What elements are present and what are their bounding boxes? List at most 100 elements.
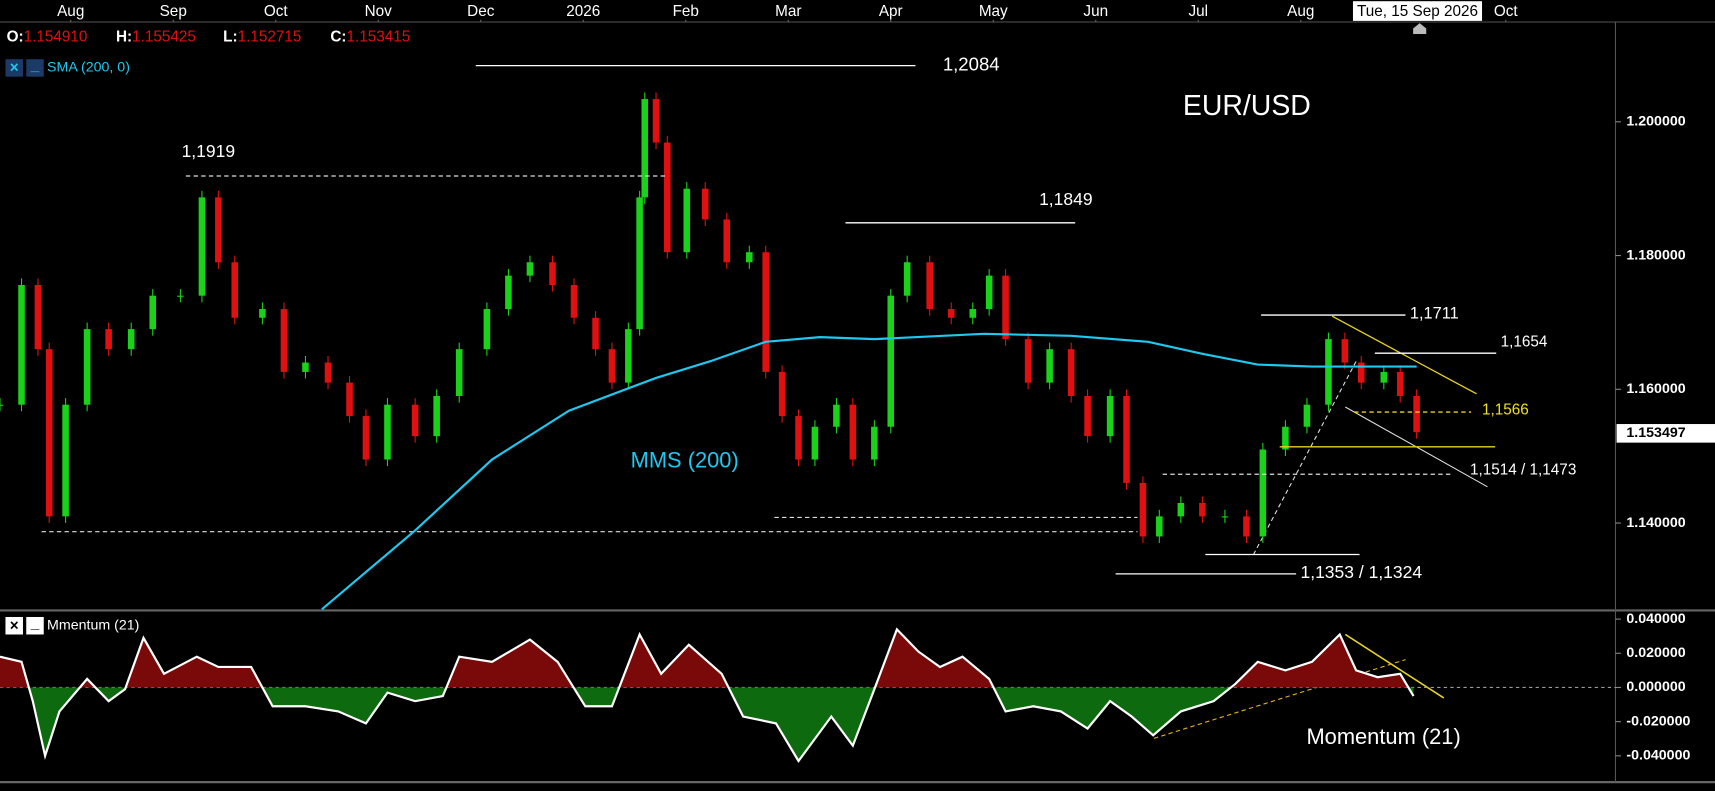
momentum-label: Momentum (21) xyxy=(1306,724,1460,749)
candle xyxy=(18,284,25,405)
candle xyxy=(149,295,157,330)
momentum-area-positive xyxy=(0,629,1414,688)
candle xyxy=(1002,275,1009,340)
candle xyxy=(652,99,660,143)
close-icon: × xyxy=(10,617,19,634)
candle xyxy=(947,309,955,318)
candle xyxy=(985,275,993,310)
momentum-trend-line xyxy=(1153,659,1406,739)
ohlc-item: H:1.155425 xyxy=(116,28,196,45)
candle xyxy=(433,395,440,437)
candle xyxy=(105,329,112,350)
candle xyxy=(641,99,649,198)
candle xyxy=(746,252,753,263)
crosshair-box xyxy=(1352,1,1483,21)
legend-entry: Mmentum (21) xyxy=(47,617,139,633)
y-tick-label: 1.160000 xyxy=(1626,381,1685,397)
level-label: 1,2084 xyxy=(943,54,1000,75)
candle xyxy=(570,284,578,318)
candle xyxy=(1357,362,1365,383)
trend-line xyxy=(1252,360,1357,555)
level-label: 1,1919 xyxy=(182,141,236,161)
x-tick-label: Jul xyxy=(1188,3,1208,20)
candle xyxy=(127,329,135,350)
candle xyxy=(411,404,419,437)
ohlc-item: O:1.154910 xyxy=(7,28,88,45)
x-tick-label: May xyxy=(979,3,1008,20)
candle xyxy=(526,262,534,276)
x-tick-label: Oct xyxy=(264,3,289,20)
candle xyxy=(1199,502,1206,517)
candle xyxy=(1024,339,1032,383)
ohlc-value: 1.154910 xyxy=(24,28,88,45)
candle xyxy=(549,262,556,285)
x-tick-label: Nov xyxy=(365,3,393,20)
close-button[interactable] xyxy=(5,59,23,77)
minimize-icon: _ xyxy=(30,615,40,632)
level-label: 1,1849 xyxy=(1039,189,1093,209)
y-tick-label: 1.200000 xyxy=(1626,114,1685,130)
minimize-icon: _ xyxy=(30,57,40,74)
x-tick-label: Jun xyxy=(1083,3,1108,20)
ohlc-name: L: xyxy=(223,28,237,45)
candle xyxy=(455,349,463,396)
candle xyxy=(871,426,878,460)
candle xyxy=(259,309,266,318)
candle xyxy=(1341,339,1349,363)
candle xyxy=(762,252,769,372)
candle xyxy=(1106,395,1114,437)
candle xyxy=(1380,371,1388,383)
y-tick-label: 0.000000 xyxy=(1626,679,1685,695)
level-label: 1,1711 xyxy=(1410,304,1459,322)
candle xyxy=(177,295,184,297)
crosshair-marker xyxy=(1413,23,1427,35)
level-label: 1,1514 / 1,1473 xyxy=(1470,461,1576,478)
x-tick-label: Oct xyxy=(1494,3,1519,20)
candle xyxy=(1396,371,1404,396)
candle xyxy=(592,317,599,350)
candle xyxy=(969,309,977,318)
candle xyxy=(483,309,491,350)
candle xyxy=(1046,349,1053,383)
candle xyxy=(701,188,709,220)
candle xyxy=(198,197,206,296)
x-tick-label: Aug xyxy=(1287,3,1314,20)
candle xyxy=(887,295,895,427)
x-tick-label: 2026 xyxy=(566,3,600,20)
candle xyxy=(608,349,616,383)
candle xyxy=(683,188,691,253)
ohlc-value: 1.152715 xyxy=(238,28,302,45)
crosshair-label: Tue, 15 Sep 2026 xyxy=(1357,3,1478,20)
candle xyxy=(664,142,671,253)
x-tick-label: Feb xyxy=(673,3,699,20)
ohlc-value: 1.153415 xyxy=(346,28,410,45)
candle xyxy=(1177,502,1185,517)
level-label: 1,1566 xyxy=(1482,401,1529,418)
x-tick-label: Sep xyxy=(160,3,187,20)
candle xyxy=(34,284,42,350)
candle xyxy=(505,275,512,310)
chart-title: EUR/USD xyxy=(1183,90,1311,122)
sma-label: MMS (200) xyxy=(631,447,739,472)
candle xyxy=(1303,404,1311,427)
candle xyxy=(625,329,632,383)
y-tick-label: -0.040000 xyxy=(1626,748,1690,764)
candle xyxy=(346,382,353,417)
candle xyxy=(1156,516,1163,537)
y-tick-label: 1.180000 xyxy=(1626,247,1685,263)
minimize-button[interactable] xyxy=(26,616,44,635)
candle xyxy=(231,262,239,318)
ohlc-item: L:1.152715 xyxy=(223,28,301,45)
candle xyxy=(1139,482,1147,537)
candle xyxy=(1243,516,1250,537)
text-layer: EUR/USD MMS (200) Momentum (21) × _ SMA … xyxy=(5,1,1715,764)
x-tick-label: Apr xyxy=(879,3,903,20)
ohlc-name: O: xyxy=(7,28,24,45)
candle xyxy=(723,219,731,263)
y-tick-label: -0.020000 xyxy=(1626,713,1690,729)
close-button[interactable] xyxy=(5,616,23,635)
candle xyxy=(636,197,643,330)
minimize-button[interactable] xyxy=(26,59,44,77)
